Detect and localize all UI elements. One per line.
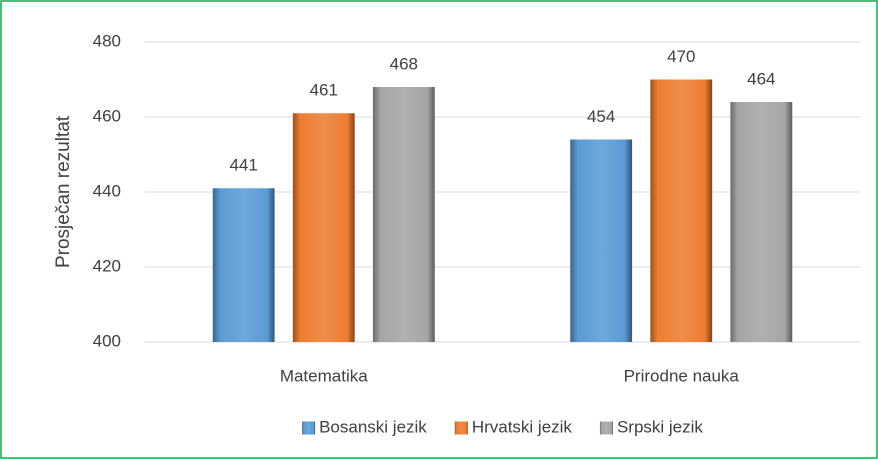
data-label: 441 [229, 156, 257, 175]
legend-swatch [454, 421, 468, 435]
legend-label: Hrvatski jezik [472, 417, 573, 436]
y-tick-label: 440 [93, 181, 121, 200]
bar [730, 102, 793, 342]
data-label: 454 [587, 107, 615, 126]
data-label: 470 [667, 47, 695, 66]
bar [372, 87, 435, 342]
bar [212, 188, 275, 342]
y-tick-label: 460 [93, 106, 121, 125]
x-tick-label: Prirodne nauka [624, 366, 740, 385]
legend-swatch [302, 421, 316, 435]
legend-swatch [599, 421, 613, 435]
data-label: 464 [747, 69, 775, 88]
bar [650, 79, 713, 342]
legend-label: Srpski jezik [617, 417, 703, 436]
y-tick-label: 480 [93, 31, 121, 50]
y-axis-title: Prosječan rezultat [53, 115, 74, 268]
bar [570, 139, 633, 342]
x-tick-label: Matematika [280, 366, 368, 385]
y-tick-label: 400 [93, 331, 121, 350]
bar [292, 113, 355, 342]
data-label: 468 [390, 54, 418, 73]
legend-label: Bosanski jezik [319, 417, 427, 436]
data-label: 461 [310, 81, 338, 100]
y-tick-label: 420 [93, 256, 121, 275]
